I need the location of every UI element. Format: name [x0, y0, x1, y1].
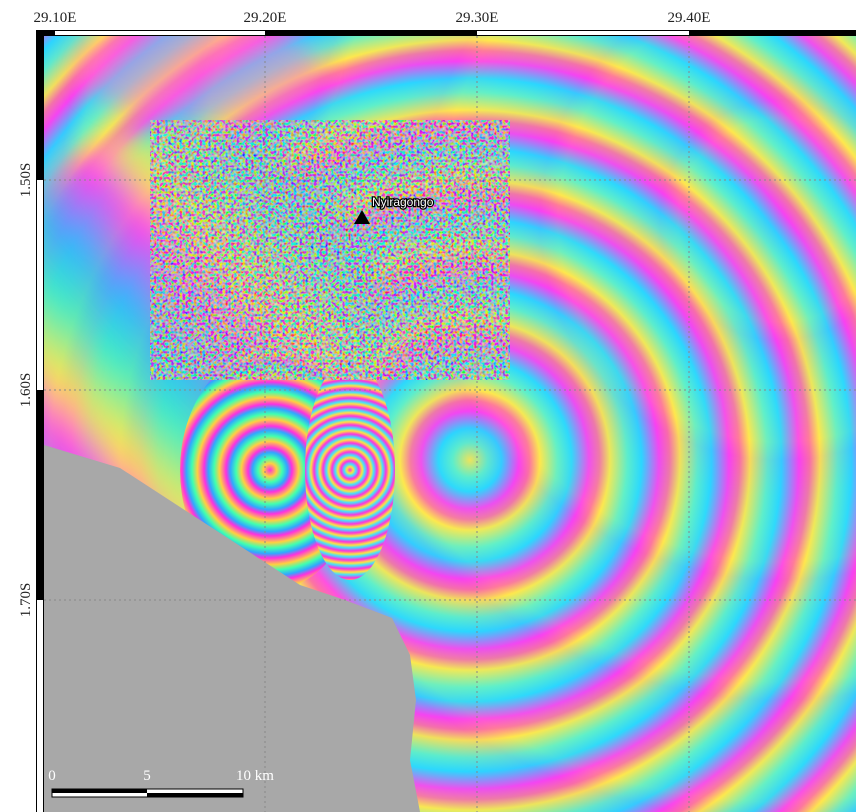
volcano-label: Nyiragongo	[372, 195, 434, 209]
map-figure: 29.10E 29.20E 29.30E 29.40E 1.50S 1.60S …	[0, 0, 856, 812]
longitude-label: 29.30E	[456, 10, 499, 26]
interferogram	[0, 20, 856, 812]
longitude-label: 29.20E	[244, 10, 287, 26]
latitude-label: 1.50S	[18, 163, 34, 198]
scale-label: 10 km	[236, 768, 274, 784]
scale-label: 5	[143, 768, 151, 784]
longitude-label: 29.40E	[668, 10, 711, 26]
latitude-label: 1.70S	[18, 583, 34, 618]
scale-bar	[52, 789, 243, 797]
longitude-label: 29.10E	[34, 10, 77, 26]
scale-label: 0	[48, 768, 56, 784]
latitude-label: 1.60S	[18, 373, 34, 408]
